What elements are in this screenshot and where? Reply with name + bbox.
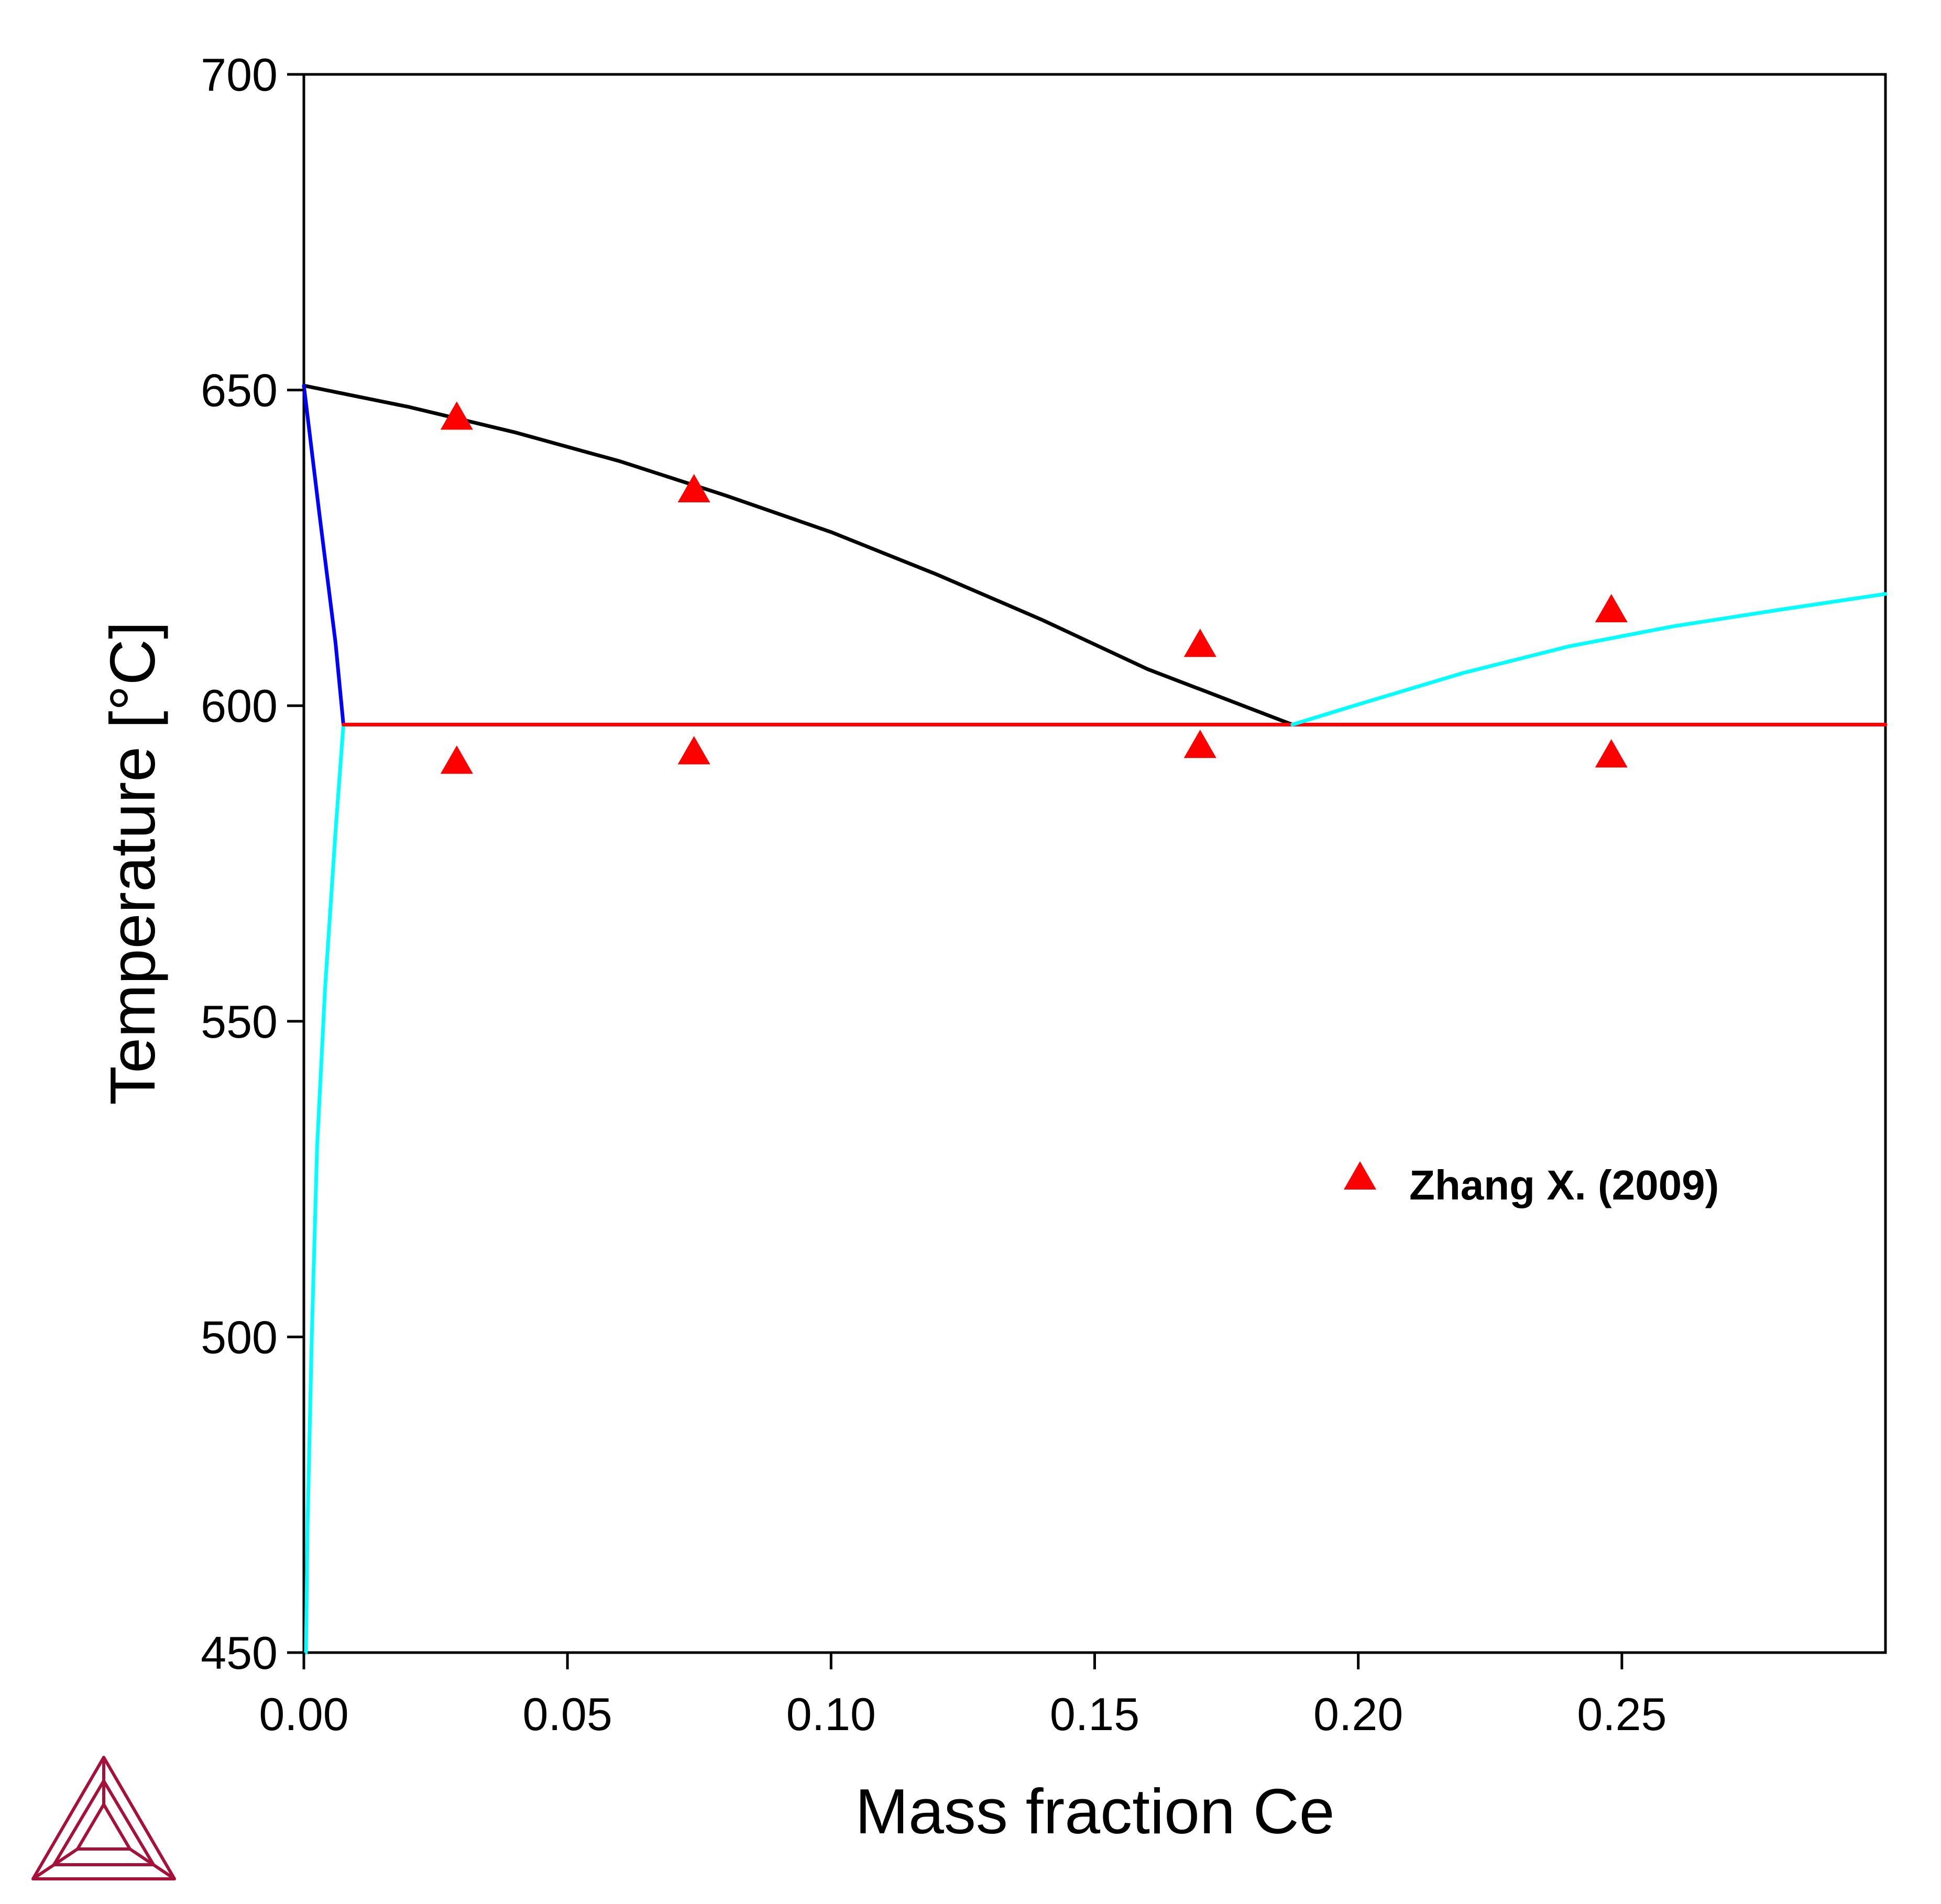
data-point-2 [677,474,710,503]
legend: Zhang X. (2009) [1344,1161,1719,1208]
data-point-0 [440,401,473,430]
y-tick-label: 450 [201,1627,278,1679]
x-tick-label: 0.05 [523,1688,612,1740]
x-axis-title: Mass fraction Ce [855,1776,1334,1847]
y-tick-label: 500 [201,1311,278,1363]
phase-boundary-lines [302,383,1888,1655]
x-tick-label: 0.10 [786,1688,876,1740]
data-point-5 [1183,730,1216,758]
data-point-3 [677,736,710,765]
series-line-4 [1290,592,1888,727]
y-axis-ticks: 450 500 550 600 650 700 [201,49,304,1679]
plot-frame [302,73,1887,1654]
y-tick-label: 550 [201,996,278,1048]
x-axis-ticks: 0.00 0.05 0.10 0.15 0.20 0.25 [259,1653,1666,1740]
series-line-1 [302,383,345,727]
triangle-logo-icon [31,1756,176,1880]
data-point-7 [1595,739,1628,768]
data-point-6 [1595,594,1628,623]
x-tick-label: 0.15 [1050,1688,1139,1740]
legend-label: Zhang X. (2009) [1409,1162,1719,1208]
legend-triangle-marker [1344,1161,1376,1190]
y-tick-label: 650 [201,365,278,416]
series-line-2 [304,722,345,1655]
series-line-0 [302,383,1295,727]
data-point-4 [1183,629,1216,657]
experimental-points [440,401,1628,774]
y-axis-title: Temperature [°C] [97,621,168,1105]
x-tick-label: 0.25 [1577,1688,1666,1740]
x-tick-label: 0.20 [1313,1688,1403,1740]
y-tick-label: 700 [201,49,278,101]
x-tick-label: 0.00 [259,1688,348,1740]
data-point-1 [440,745,473,774]
y-tick-label: 600 [201,680,278,732]
